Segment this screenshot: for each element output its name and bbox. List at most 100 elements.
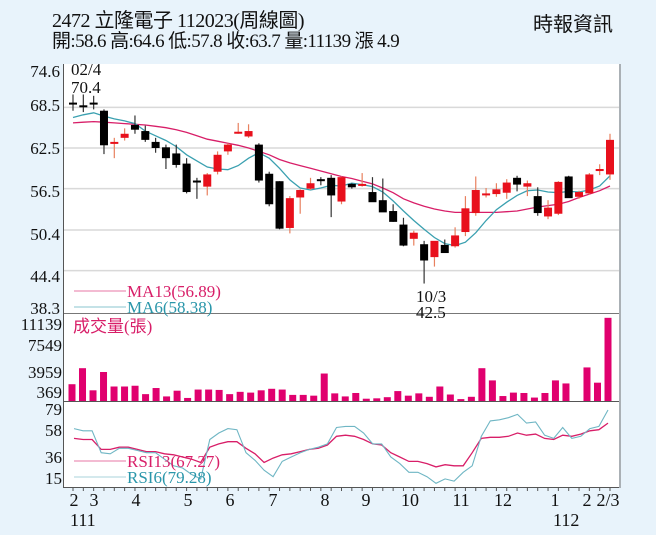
volume-bar [436, 386, 444, 401]
ytick: 15 [45, 469, 62, 488]
candle-body [358, 183, 367, 186]
volume-bar [68, 384, 76, 401]
volume-bar [247, 392, 255, 401]
candle-body [389, 211, 398, 222]
ma13-legend: MA13(56.89) [127, 282, 221, 301]
candlesticks [69, 94, 614, 284]
candle-body [254, 144, 263, 181]
candle-body [69, 102, 77, 105]
ytick: 38.3 [30, 299, 60, 318]
volume-bar [236, 391, 244, 401]
volume-bar [100, 372, 108, 401]
ytick: 56.5 [30, 182, 60, 201]
rsi6-line [73, 409, 609, 484]
x-month-label: 6 [226, 490, 235, 510]
candle-body [244, 131, 253, 137]
volume-bar [362, 398, 370, 401]
ytick: 369 [37, 383, 63, 402]
volume-bar [331, 393, 339, 401]
volume-bar [268, 388, 276, 401]
high-value-annotation: 70.4 [71, 78, 101, 97]
volume-bar [509, 392, 517, 401]
volume-bar [488, 380, 496, 401]
high-date-annotation: 02/4 [71, 60, 102, 79]
candle-body [79, 105, 88, 108]
x-month-label: 9 [362, 490, 371, 510]
candle-body [430, 240, 439, 258]
rsi-lines [73, 409, 609, 484]
candle-body [544, 207, 553, 217]
candle-body [182, 163, 191, 193]
candle-body [161, 147, 170, 159]
volume-bar [415, 393, 423, 401]
volume-bar [446, 394, 454, 401]
volume-bar [278, 389, 286, 401]
x-month-label: 2/3 [596, 490, 619, 510]
x-month-label: 4 [132, 490, 141, 510]
candle-body [595, 169, 604, 172]
candle-body [213, 154, 222, 172]
price-y-axis: 74.6 68.5 62.5 56.5 50.4 44.4 38.3 [30, 62, 60, 318]
candle-body [564, 176, 573, 199]
volume-bar [467, 396, 475, 401]
candle-body [192, 180, 201, 183]
x-month-label: 2 [70, 490, 79, 510]
volume-bar [184, 397, 192, 401]
volume-bar [152, 388, 160, 401]
candle-body [606, 139, 614, 175]
volume-bar [478, 368, 486, 401]
candle-body [471, 190, 480, 214]
volume-bar [562, 383, 570, 401]
volume-y-axis: 11139 7549 3959 369 [21, 315, 62, 402]
candle-body [492, 189, 501, 195]
volume-bar [299, 394, 307, 401]
ytick: 68.5 [30, 96, 60, 115]
x-year-label: 112 [553, 510, 579, 530]
ytick: 79 [45, 400, 62, 419]
volume-bar [131, 385, 139, 401]
volume-bar [121, 386, 129, 401]
candle-body [265, 173, 274, 205]
candle-body [203, 174, 212, 187]
candle-body [151, 141, 160, 148]
volume-bar [404, 395, 412, 401]
volume-bar [310, 395, 318, 401]
x-month-label: 3 [90, 490, 99, 510]
rsi13-line [73, 422, 609, 468]
ytick: 62.5 [30, 139, 60, 158]
candle-body [482, 193, 491, 196]
low-date-annotation: 10/3 [416, 287, 446, 306]
volume-bar [394, 391, 402, 401]
volume-bar [352, 392, 360, 401]
ytick: 11139 [21, 315, 62, 334]
volume-bar [341, 396, 349, 401]
candle-body [234, 131, 243, 134]
volume-bar [205, 389, 213, 401]
volume-bar [79, 368, 87, 401]
candle-body [399, 224, 408, 246]
x-month-label: 5 [184, 490, 193, 510]
candle-body [451, 235, 460, 247]
candle-body [120, 133, 129, 138]
volume-bar [499, 396, 507, 401]
volume-bar [604, 317, 612, 401]
candle-body [306, 183, 315, 189]
candle-body [554, 181, 563, 214]
volume-bar [173, 390, 181, 401]
candle-body [440, 244, 449, 254]
x-month-label: 12 [494, 490, 512, 510]
chart-title: 2472 立隆電子 112023(周線圖) [52, 10, 305, 32]
ytick: 74.6 [30, 62, 60, 81]
candle-body [327, 177, 336, 196]
candle-body [89, 102, 98, 105]
volume-bar [593, 382, 601, 401]
candle-body [316, 179, 325, 182]
candle-body [275, 181, 284, 229]
candle-body [296, 190, 305, 198]
candle-body [409, 232, 418, 239]
rsi6-legend: RSI6(79.28) [127, 468, 212, 487]
volume-bar [163, 396, 171, 401]
candle-body [223, 144, 232, 152]
volume-bar [457, 399, 465, 401]
